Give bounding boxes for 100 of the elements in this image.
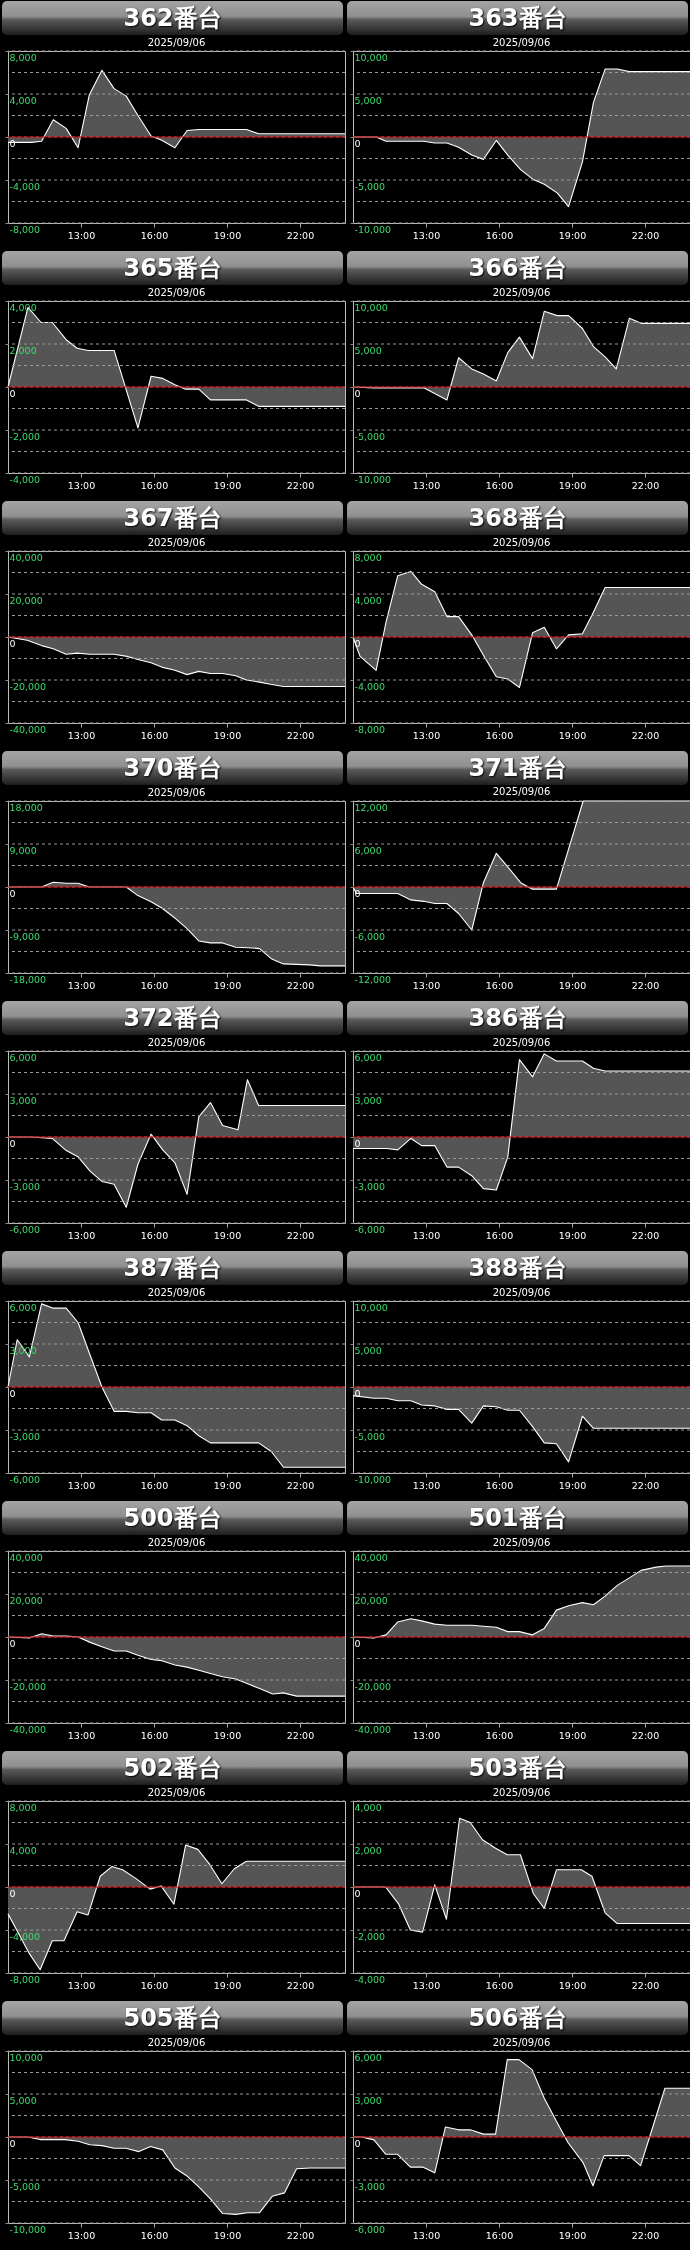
y-tick-label: -3,000 <box>354 2180 386 2192</box>
chart-title: 387番台 <box>2 1251 343 1285</box>
x-tick-label: 19:00 <box>213 479 242 491</box>
y-tick-label: 8,000 <box>9 51 37 63</box>
chart-subtitle: 2025/09/06 <box>492 36 551 48</box>
x-tick-label: 22:00 <box>286 1229 315 1241</box>
y-tick-label: 6,000 <box>9 1051 37 1063</box>
y-tick-label: 0 <box>9 637 16 649</box>
x-tick-label: 16:00 <box>485 229 514 241</box>
y-tick-label: 5,000 <box>354 1344 382 1356</box>
y-tick-label: -2,000 <box>9 430 41 442</box>
x-tick-label: 13:00 <box>67 729 96 741</box>
y-tick-label: 4,000 <box>9 301 37 313</box>
y-tick-label: 3,000 <box>354 2094 382 2106</box>
y-tick-label: -6,000 <box>354 930 386 942</box>
x-tick-label: 22:00 <box>631 1979 660 1991</box>
y-tick-label: -6,000 <box>354 1223 386 1235</box>
chart-title: 501番台 <box>347 1501 688 1535</box>
x-tick-label: 19:00 <box>558 229 587 241</box>
y-tick-label: 0 <box>9 887 16 899</box>
y-tick-label: 8,000 <box>9 1801 37 1813</box>
x-tick-label: 13:00 <box>412 229 441 241</box>
chart-subtitle: 2025/09/06 <box>147 1536 206 1548</box>
y-tick-label: 5,000 <box>354 94 382 106</box>
y-tick-label: 0 <box>9 1137 16 1149</box>
y-tick-label: -12,000 <box>354 973 392 985</box>
y-tick-label: 0 <box>354 137 361 149</box>
y-tick-label: 10,000 <box>9 2051 43 2063</box>
x-tick-label: 22:00 <box>631 479 660 491</box>
chart-title: 367番台 <box>2 501 343 535</box>
x-tick-label: 19:00 <box>213 1979 242 1991</box>
x-tick-label: 16:00 <box>140 1979 169 1991</box>
chart-title: 506番台 <box>347 2001 688 2035</box>
chart-title: 386番台 <box>347 1001 688 1035</box>
y-tick-label: -20,000 <box>9 1680 47 1692</box>
x-tick-label: 22:00 <box>286 1479 315 1491</box>
x-tick-label: 16:00 <box>140 1729 169 1741</box>
chart-subtitle: 2025/09/06 <box>147 36 206 48</box>
x-tick-label: 19:00 <box>213 1229 242 1241</box>
x-tick-label: 13:00 <box>67 229 96 241</box>
x-tick-label: 22:00 <box>286 1729 315 1741</box>
y-tick-label: 10,000 <box>354 51 388 63</box>
chart-subtitle: 2025/09/06 <box>492 786 551 798</box>
x-tick-label: 19:00 <box>558 2229 587 2241</box>
y-tick-label: 20,000 <box>354 1594 388 1606</box>
y-tick-label: -3,000 <box>9 1430 41 1442</box>
y-tick-label: 40,000 <box>9 1551 43 1563</box>
y-tick-label: 0 <box>9 1887 16 1899</box>
chart-title: 372番台 <box>2 1001 343 1035</box>
y-tick-label: 0 <box>9 1637 16 1649</box>
y-tick-label: -20,000 <box>9 680 47 692</box>
y-tick-label: -40,000 <box>9 723 47 735</box>
chart-subtitle: 2025/09/06 <box>147 536 206 548</box>
y-tick-label: -18,000 <box>9 973 47 985</box>
y-tick-label: -8,000 <box>9 1973 41 1985</box>
x-tick-label: 19:00 <box>213 1479 242 1491</box>
y-tick-label: -4,000 <box>9 180 41 192</box>
x-tick-label: 16:00 <box>485 729 514 741</box>
x-tick-label: 19:00 <box>558 1479 587 1491</box>
y-tick-label: 0 <box>354 1137 361 1149</box>
y-tick-label: -2,000 <box>354 1930 386 1942</box>
x-tick-label: 13:00 <box>67 1979 96 1991</box>
y-tick-label: 0 <box>354 2137 361 2149</box>
y-tick-label: 4,000 <box>354 1801 382 1813</box>
x-tick-label: 22:00 <box>631 1479 660 1491</box>
chart-title: 366番台 <box>347 251 688 285</box>
chart-subtitle: 2025/09/06 <box>492 1036 551 1048</box>
x-tick-label: 13:00 <box>412 1729 441 1741</box>
x-tick-label: 19:00 <box>213 1729 242 1741</box>
x-tick-label: 19:00 <box>213 979 242 991</box>
y-tick-label: 18,000 <box>9 801 43 813</box>
x-tick-label: 16:00 <box>140 229 169 241</box>
x-tick-label: 22:00 <box>631 729 660 741</box>
y-tick-label: 6,000 <box>354 1051 382 1063</box>
chart-title: 370番台 <box>2 751 343 785</box>
y-tick-label: 4,000 <box>354 594 382 606</box>
chart-title: 503番台 <box>347 1751 688 1785</box>
y-tick-label: -40,000 <box>354 1723 392 1735</box>
y-tick-label: -10,000 <box>354 223 392 235</box>
x-tick-label: 13:00 <box>412 479 441 491</box>
y-tick-label: 40,000 <box>354 1551 388 1563</box>
y-tick-label: -10,000 <box>354 1473 392 1485</box>
chart-subtitle: 2025/09/06 <box>492 536 551 548</box>
x-tick-label: 16:00 <box>485 479 514 491</box>
y-tick-label: -5,000 <box>354 430 386 442</box>
y-tick-label: -8,000 <box>354 723 386 735</box>
y-tick-label: 10,000 <box>354 1301 388 1313</box>
x-tick-label: 13:00 <box>67 1729 96 1741</box>
y-tick-label: -40,000 <box>9 1723 47 1735</box>
x-tick-label: 16:00 <box>485 1479 514 1491</box>
chart-title: 368番台 <box>347 501 688 535</box>
x-tick-label: 19:00 <box>558 979 587 991</box>
y-tick-label: -20,000 <box>354 1680 392 1692</box>
y-tick-label: 6,000 <box>354 844 382 856</box>
y-tick-label: -3,000 <box>9 1180 41 1192</box>
chart-subtitle: 2025/09/06 <box>492 286 551 298</box>
x-tick-label: 13:00 <box>412 2229 441 2241</box>
y-tick-label: -4,000 <box>9 473 41 485</box>
chart-title: 362番台 <box>2 1 343 35</box>
x-tick-label: 16:00 <box>485 1229 514 1241</box>
